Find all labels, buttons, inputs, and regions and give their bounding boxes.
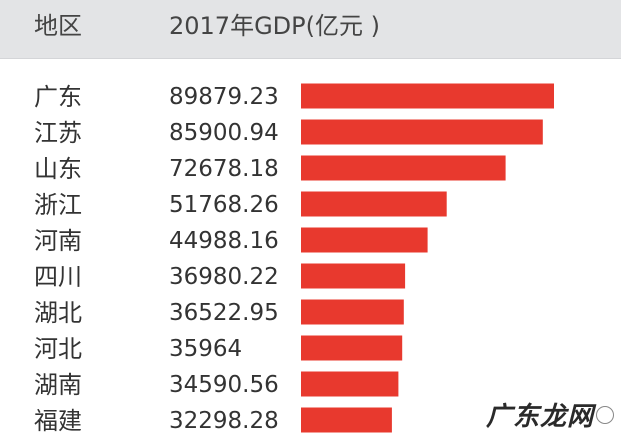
region-label: 福建 (34, 407, 82, 435)
gdp-value-label: 89879.23 (169, 84, 279, 110)
region-label: 湖南 (34, 371, 82, 399)
gdp-bar (301, 299, 404, 325)
gdp-value-label: 85900.94 (169, 120, 279, 146)
gdp-bar (301, 407, 392, 433)
region-label: 湖北 (34, 299, 82, 327)
table-header: 地区 2017年GDP(亿元 ) (0, 0, 621, 59)
region-label: 山东 (34, 155, 82, 183)
region-label: 江苏 (34, 119, 82, 147)
gdp-value-label: 32298.28 (169, 408, 279, 434)
gdp-column-header: 2017年GDP(亿元 ) (169, 12, 380, 40)
region-label: 广东 (34, 83, 82, 111)
gdp-value-label: 36980.22 (169, 264, 279, 290)
gdp-bar (301, 119, 543, 145)
gdp-bar (301, 191, 447, 217)
region-label: 河南 (34, 227, 82, 255)
watermark-text: 广东龙网 (486, 402, 595, 432)
region-label: 浙江 (34, 191, 82, 219)
gdp-bar (301, 227, 428, 253)
gdp-bar (301, 263, 406, 289)
region-label: 四川 (34, 263, 82, 291)
watermark: 广东龙网 (478, 392, 618, 432)
gdp-bar (301, 371, 399, 397)
gdp-bar (301, 335, 403, 361)
region-label: 河北 (34, 335, 82, 363)
region-column-header: 地区 (34, 12, 82, 40)
gdp-value-label: 35964 (169, 336, 242, 362)
gdp-bar (301, 155, 506, 181)
gdp-value-label: 44988.16 (169, 228, 279, 254)
gdp-value-label: 72678.18 (169, 156, 279, 182)
gdp-bar (301, 83, 554, 109)
watermark-icon (596, 406, 614, 424)
gdp-value-label: 36522.95 (169, 300, 279, 326)
gdp-value-label: 51768.26 (169, 192, 279, 218)
gdp-value-label: 34590.56 (169, 372, 279, 398)
